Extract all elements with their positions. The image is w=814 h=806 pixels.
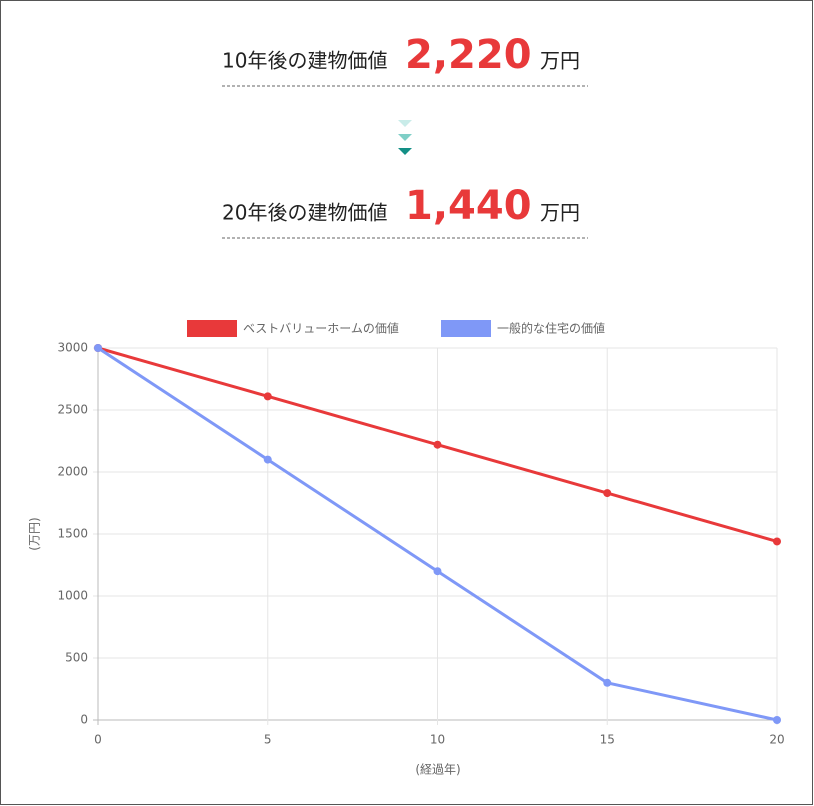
arrows [398,120,412,155]
x-tick-label: 20 [769,733,784,747]
x-tick-label: 5 [264,733,272,747]
summary-unit: 万円 [540,201,580,225]
y-tick-label: 500 [65,651,88,665]
summary-value: 2,220 [405,32,532,78]
legend-swatch [441,320,491,337]
summary-unit: 万円 [540,49,580,73]
summary-label: 20年後の建物価値 [222,201,387,225]
y-tick-label: 2500 [57,403,88,417]
legend-swatch [187,320,237,337]
data-point [263,455,272,464]
arrow [398,148,412,155]
data-point [433,440,442,449]
summary-2: 20年後の建物価値 1,440 万円 [222,183,588,239]
x-tick-label: 0 [94,733,102,747]
summary-label: 10年後の建物価値 [222,49,387,73]
x-tick-label: 10 [430,733,445,747]
arrow [398,134,412,141]
y-tick-label: 3000 [57,341,88,355]
summary-value: 1,440 [405,183,532,229]
data-point [433,567,442,576]
y-axis-label: (万円) [28,517,42,550]
arrow [398,120,412,127]
y-tick-label: 0 [80,713,88,727]
data-point [263,392,272,401]
data-point [773,537,781,546]
summary-1: 10年後の建物価値 2,220 万円 [222,32,588,87]
legend-label: 一般的な住宅の価値 [497,321,605,336]
y-tick-label: 1500 [57,527,88,541]
legend-label: ベストバリューホームの価値 [243,321,399,336]
data-point [603,489,612,498]
y-tick-label: 1000 [57,589,88,603]
data-point [773,716,781,724]
x-axis-label: (経過年) [415,763,460,777]
data-point [94,344,102,352]
data-point [603,678,612,687]
x-tick-label: 15 [600,733,615,747]
y-tick-label: 2000 [57,465,88,479]
